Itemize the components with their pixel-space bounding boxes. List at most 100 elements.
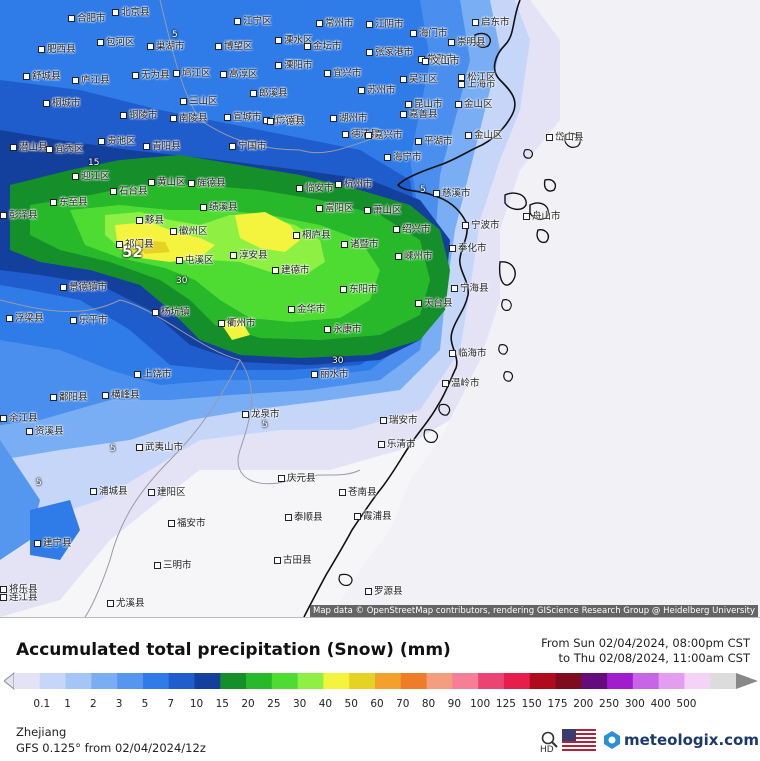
scale-swatch [607, 673, 634, 689]
city-label: 上饶市 [134, 370, 172, 380]
city-label: 黟县 [136, 216, 164, 226]
city-label: 南陵县 [170, 114, 208, 124]
city-label: 博望区 [215, 42, 253, 52]
city-label: 铜陵市 [120, 111, 158, 121]
city-label: 潜山县 [10, 143, 48, 153]
city-label: 彭泽县 [0, 211, 38, 221]
city-label: 杭州市 [335, 180, 373, 190]
city-label: 诸暨市 [341, 240, 379, 250]
scale-swatch [14, 673, 41, 689]
scale-tick-label: 400 [650, 698, 671, 710]
scale-swatch [478, 673, 505, 689]
city-label: 绩溪县 [200, 203, 238, 213]
city-label: 崇明县 [448, 38, 486, 48]
scale-tick-label: 60 [370, 698, 384, 710]
city-label: 横峰县 [102, 391, 140, 401]
scale-tick-label: 175 [547, 698, 568, 710]
city-label: 尤溪县 [107, 599, 145, 609]
scale-labels: 0.1 1 2 3 5 7 10 15 20 25 30 40 50 60 70 80 90 100 125 150 1… [14, 698, 747, 712]
city-label: 徽州区 [170, 227, 208, 237]
city-label: 海宁市 [384, 153, 422, 163]
scale-tick-label: 40 [318, 698, 333, 710]
map-attribution[interactable]: Map data © OpenStreetMap contributors, r… [310, 605, 758, 617]
city-label: 舒城县 [23, 72, 61, 82]
city-label: 丽水市 [311, 370, 349, 380]
city-label: 福安市 [168, 519, 206, 529]
scale-swatch [142, 673, 170, 689]
city-label: 宜秀区 [46, 145, 84, 155]
scale-swatch [117, 673, 144, 689]
city-label: 宜兴市 [324, 69, 362, 79]
scale-swatch [452, 673, 479, 689]
city-label: 建德市 [272, 266, 310, 276]
city-label: 富阳区 [316, 204, 354, 214]
city-label: 松江区 [458, 73, 496, 83]
city-label: 高淳区 [220, 70, 258, 80]
city-label: 海门市 [410, 29, 448, 39]
contour-label: 5 [36, 478, 42, 488]
city-label: 嘉善县 [400, 110, 438, 120]
scale-swatch [271, 673, 299, 689]
city-label: 临安市 [296, 184, 334, 194]
contour-label: 5 [420, 185, 426, 195]
precipitation-map[interactable]: 52 5 30 30 15 5 5 5 5 合肥市 北京县 江宁区 常州市 江阴市 海门市… [0, 0, 760, 617]
city-label: 黄山区 [148, 178, 186, 188]
scale-swatch [220, 673, 247, 689]
city-label: 霞浦县 [354, 512, 392, 522]
scale-swatch [400, 673, 428, 689]
zoom-icon[interactable] [540, 730, 562, 750]
city-label: 旌德县 [188, 179, 226, 189]
city-label: 合肥市 [68, 14, 106, 24]
city-label: 泰顺县 [285, 513, 323, 523]
city-label: 三山区 [180, 97, 218, 107]
city-label: 乐清市 [378, 440, 416, 450]
contour-label: 15 [88, 158, 100, 168]
scale-swatch [194, 673, 221, 689]
contour-label: 5 [172, 30, 178, 40]
city-label: 庆元县 [278, 474, 316, 484]
city-label: 宁国市 [229, 142, 267, 152]
city-label: 苍南县 [339, 488, 377, 498]
city-label: 三明市 [154, 561, 192, 571]
scale-tick-label: 5 [141, 698, 149, 710]
city-label: 武夷山市 [136, 443, 183, 453]
city-label: 江阴市 [366, 20, 404, 30]
branding: HD meteologix.com [540, 728, 759, 755]
us-flag-icon[interactable] [562, 729, 596, 751]
city-label: 岱山县 [546, 133, 584, 143]
scale-tick-label: 1 [64, 698, 71, 710]
city-label: 金华市 [288, 305, 326, 315]
scale-swatch [426, 673, 453, 689]
city-label: 庐江县 [72, 76, 110, 86]
scale-tick-label: 250 [599, 698, 620, 710]
city-label: 古田县 [274, 556, 312, 566]
city-label: 上海市 [458, 80, 496, 90]
brand-name[interactable]: meteologix.com [624, 731, 759, 749]
meteologix-logo-icon [604, 731, 620, 749]
scale-tick-label: 300 [624, 698, 645, 710]
scale-swatch [658, 673, 685, 689]
city-label: 舟山市 [523, 212, 561, 222]
city-label: 嘉兴市 [365, 131, 403, 141]
city-label: 迎江区 [72, 172, 110, 182]
scale-arrow-high [736, 673, 758, 689]
contour-label: 30 [176, 276, 188, 286]
scale-swatch [632, 673, 660, 689]
scale-swatch [91, 673, 118, 689]
city-label: 建阳区 [148, 488, 186, 498]
city-label: 资溪县 [26, 427, 64, 437]
scale-swatch [349, 673, 376, 689]
legend-panel: Accumulated total precipitation (Snow) (… [0, 617, 760, 761]
scale-tick-label: 7 [167, 698, 175, 710]
scale-swatch [323, 673, 350, 689]
scale-tick-label: 3 [115, 698, 123, 710]
scale-tick-label: 70 [396, 698, 410, 710]
city-label: 文山市 [422, 57, 460, 67]
scale-swatch [65, 673, 92, 689]
city-label: 奉化市 [449, 244, 487, 254]
legend-title: Accumulated total precipitation (Snow) (… [16, 640, 451, 660]
scale-swatch [503, 673, 531, 689]
city-label: 罗源县 [365, 587, 403, 597]
scale-tick-label: 25 [267, 698, 281, 710]
city-label: 常州市 [316, 19, 354, 29]
